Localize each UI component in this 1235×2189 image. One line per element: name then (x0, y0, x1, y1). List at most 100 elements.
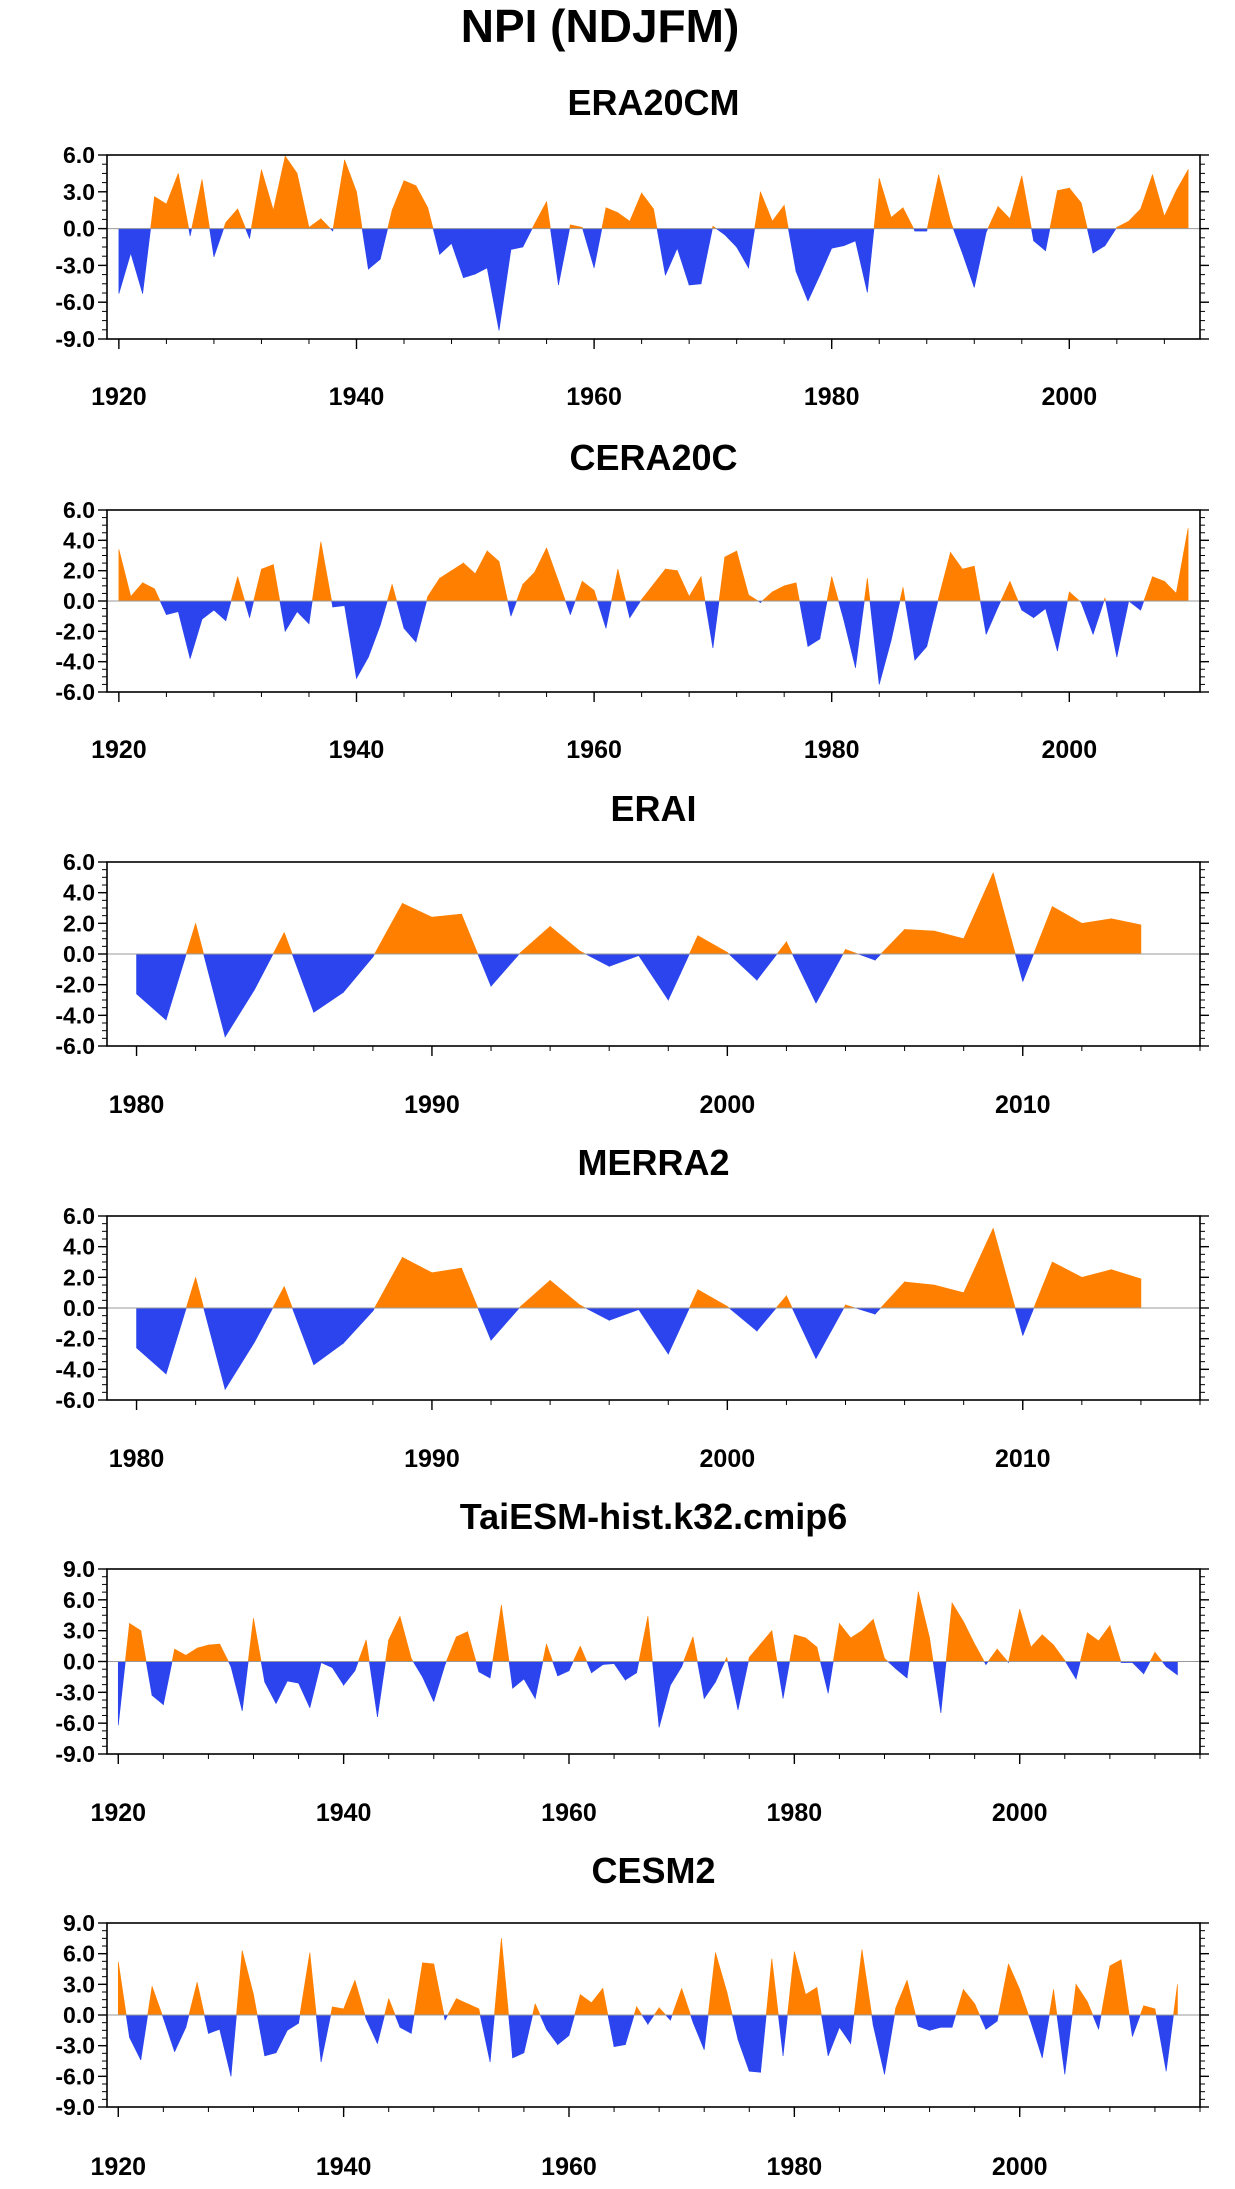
negative-area (475, 229, 487, 274)
positive-area (737, 551, 749, 601)
negative-area (713, 601, 719, 648)
negative-area (491, 1308, 519, 1340)
positive-area (1022, 176, 1032, 229)
positive-area (776, 1296, 786, 1308)
negative-area (666, 2015, 671, 2020)
negative-area (587, 1662, 592, 1673)
positive-area (1052, 906, 1082, 954)
y-tick-label: 2.0 (63, 558, 95, 584)
positive-area (988, 207, 998, 229)
negative-area (265, 2015, 276, 2056)
positive-area (501, 1605, 509, 1662)
negative-area (480, 2015, 490, 2062)
positive-area (387, 584, 392, 601)
x-tick-label: 2000 (992, 1799, 1048, 1827)
positive-area (684, 1637, 693, 1662)
positive-area (642, 584, 654, 601)
negative-area (204, 954, 226, 1037)
negative-area (452, 229, 464, 278)
positive-area (817, 1647, 821, 1661)
positive-area (226, 209, 238, 229)
negative-area (523, 229, 532, 247)
negative-area (299, 2015, 300, 2023)
negative-area (395, 2015, 400, 2027)
positive-area (189, 1982, 197, 2015)
positive-area (423, 1963, 434, 2015)
negative-area (1132, 1662, 1143, 1674)
negative-area (255, 1308, 273, 1342)
positive-area (654, 2008, 659, 2015)
positive-area (642, 193, 654, 229)
negative-area (511, 229, 523, 250)
negative-area (175, 2015, 186, 2052)
positive-area (375, 1257, 403, 1308)
negative-area (540, 2015, 546, 2029)
negative-area (163, 2015, 174, 2052)
positive-area (762, 592, 772, 601)
positive-area (851, 1631, 862, 1662)
negative-area (332, 1662, 343, 1686)
negative-area (665, 229, 677, 276)
negative-area (397, 601, 404, 628)
positive-area (654, 569, 666, 601)
positive-area (312, 542, 321, 601)
negative-area (478, 1308, 491, 1340)
y-tick-label: 9.0 (63, 1556, 95, 1582)
negative-area (362, 229, 368, 269)
positive-area (261, 565, 273, 601)
negative-area (606, 601, 611, 628)
positive-area (535, 2004, 540, 2015)
negative-area (137, 1308, 167, 1374)
panel-title: MERRA2 (577, 1142, 729, 1183)
y-tick-label: 6.0 (63, 497, 95, 523)
negative-area (888, 1662, 896, 1669)
positive-area (939, 552, 951, 601)
negative-area (141, 2015, 148, 2060)
negative-area (828, 1662, 833, 1694)
positive-area (254, 569, 262, 601)
negative-area (1144, 1662, 1150, 1674)
positive-area (333, 160, 344, 229)
positive-area (402, 903, 432, 954)
negative-area (299, 1662, 310, 1708)
positive-area (1164, 581, 1176, 601)
positive-area (693, 1637, 698, 1662)
positive-area (547, 548, 559, 601)
positive-area (998, 207, 1010, 229)
positive-area (119, 549, 131, 601)
positive-area (698, 1290, 728, 1308)
negative-area (1031, 2015, 1042, 2058)
negative-area (1042, 2015, 1049, 2058)
negative-area (725, 229, 737, 247)
positive-area (1069, 592, 1079, 601)
x-tick-label: 2000 (700, 1445, 756, 1473)
plot-frame (107, 155, 1200, 339)
positive-area (1164, 191, 1176, 229)
positive-area (547, 202, 551, 229)
positive-area (794, 1635, 805, 1662)
negative-area (553, 1662, 558, 1676)
positive-area (1080, 1633, 1087, 1662)
positive-area (261, 170, 273, 229)
negative-area (1057, 601, 1067, 651)
positive-area (1042, 1635, 1053, 1662)
negative-area (821, 2015, 828, 2056)
positive-area (385, 1999, 389, 2015)
positive-area (297, 173, 309, 228)
negative-area (855, 1308, 875, 1314)
positive-area (900, 587, 903, 601)
positive-area (832, 577, 839, 601)
negative-area (1099, 2015, 1102, 2029)
positive-area (873, 1619, 884, 1661)
positive-area (806, 1638, 817, 1662)
negative-area (508, 601, 511, 616)
negative-area (974, 229, 986, 288)
negative-area (440, 229, 452, 255)
negative-area (565, 601, 570, 615)
negative-area (146, 1662, 152, 1696)
positive-area (192, 180, 202, 229)
positive-area (356, 192, 362, 229)
positive-area (833, 1623, 839, 1661)
